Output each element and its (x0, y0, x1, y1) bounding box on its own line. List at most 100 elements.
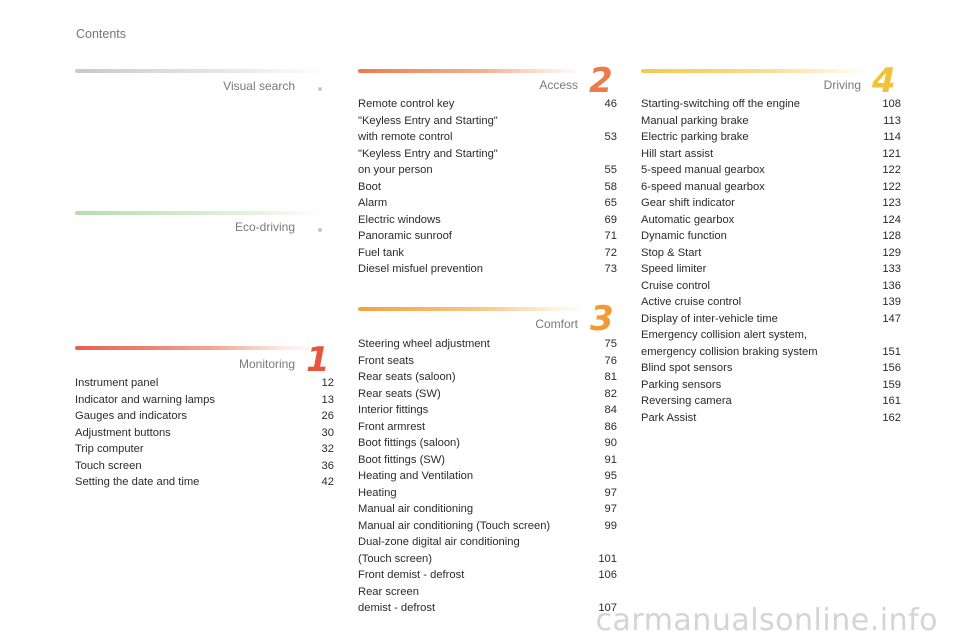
toc-entry-label: Active cruise control (641, 296, 742, 308)
toc-entry[interactable]: "Keyless Entry and Starting" with remote… (358, 113, 617, 146)
toc-entry-label: Setting the date and time (75, 476, 200, 488)
toc-entry[interactable]: Cruise control 136 (641, 278, 901, 295)
toc-entry-label: Park Assist (641, 411, 697, 424)
toc-entry[interactable]: Hill start assist 121 (641, 146, 901, 163)
toc-entry[interactable]: Rear seats (saloon) 81 (358, 369, 617, 386)
toc-entry[interactable]: Gauges and indicators 26 (75, 408, 334, 425)
toc-entry-page: 53 (604, 131, 617, 143)
toc-entry[interactable]: Parking sensors 159 (641, 377, 901, 394)
toc-entry[interactable]: Manual air conditioning 97 (358, 501, 617, 518)
eco-driving-heading[interactable]: Eco-driving (234, 220, 295, 234)
toc-entry[interactable]: Stop & Start 129 (641, 245, 901, 262)
toc-entry[interactable]: Electric parking brake 114 (641, 129, 901, 146)
comfort-heading[interactable]: Comfort (535, 317, 578, 331)
toc-entry-page: 81 (604, 371, 617, 383)
toc-entry-page: 36 (321, 459, 334, 472)
toc-entry-page: 86 (604, 420, 617, 433)
access-list: Remote control key 46 "Keyless Entry and S… (358, 96, 617, 278)
toc-entry[interactable]: Interior fittings 84 (358, 402, 617, 419)
toc-entry-label: Front seats (358, 354, 414, 367)
toc-entry[interactable]: Fuel tank 72 (358, 245, 617, 262)
toc-entry[interactable]: Diesel misfuel prevention 73 (358, 261, 617, 278)
toc-entry[interactable]: Dynamic function 128 (641, 228, 901, 245)
toc-entry[interactable]: Automatic gearbox 124 (641, 212, 901, 229)
toc-entry-page: 95 (604, 470, 617, 482)
toc-entry-label: Gauges and indicators (75, 410, 187, 422)
toc-entry-label: Cruise control (641, 279, 711, 292)
toc-entry-page: 114 (883, 131, 901, 143)
toc-entry-label: Electric windows (358, 213, 441, 226)
toc-entry-label: Boot fittings (SW) (358, 453, 446, 466)
toc-entry-label: Front demist - defrost (358, 569, 465, 581)
toc-entry[interactable]: Electric windows 69 (358, 212, 617, 229)
toc-entry[interactable]: Emergency collision alert system, emerge… (641, 327, 901, 360)
toc-entry[interactable]: Heating and Ventilation 95 (358, 468, 617, 485)
toc-entry-page: 97 (604, 503, 617, 515)
driving-list: Starting-switching off the engine 108 Manu… (641, 96, 901, 426)
toc-entry[interactable]: Front demist - defrost 106 (358, 567, 617, 584)
toc-entry[interactable]: Gear shift indicator 123 (641, 195, 901, 212)
toc-entry[interactable]: Instrument panel 12 (75, 375, 334, 392)
toc-entry-page: 71 (604, 230, 617, 242)
toc-entry[interactable]: Indicator and warning lamps 13 (75, 392, 334, 409)
toc-entry[interactable]: Trip computer 32 (75, 441, 334, 458)
toc-entry-label: Manual air conditioning (Touch screen) (358, 519, 551, 532)
toc-entry-page: 73 (604, 263, 617, 275)
toc-entry[interactable]: Boot 58 (358, 179, 617, 196)
driving-bar (641, 69, 869, 73)
toc-entry-page: 133 (882, 263, 901, 275)
toc-entry[interactable]: Remote control key 46 (358, 96, 617, 113)
monitoring-heading[interactable]: Monitoring (238, 357, 295, 371)
toc-entry[interactable]: 5-speed manual gearbox 122 (641, 162, 901, 179)
toc-entry[interactable]: Rear seats (SW) 82 (358, 386, 617, 403)
toc-entry-page: 72 (604, 246, 617, 259)
toc-entry[interactable]: Adjustment buttons 30 (75, 425, 334, 442)
toc-entry-page: 108 (882, 98, 901, 110)
toc-entry[interactable]: 6-speed manual gearbox 122 (641, 179, 901, 196)
toc-entry-label: Heating and Ventilation (358, 470, 474, 482)
toc-entry[interactable]: Blind spot sensors 156 (641, 360, 901, 377)
driving-heading[interactable]: Driving (823, 78, 861, 92)
toc-entry[interactable]: Manual air conditioning (Touch screen) 99 (358, 518, 617, 535)
toc-entry-page: 162 (882, 411, 901, 424)
toc-entry-page: 26 (321, 410, 334, 422)
toc-entry-page: 151 (882, 345, 901, 358)
visual-search-heading[interactable]: Visual search (223, 79, 295, 93)
toc-entry-label: Indicator and warning lamps (75, 393, 215, 406)
toc-entry-label: Speed limiter (641, 263, 707, 275)
toc-entry[interactable]: Boot fittings (SW) 91 (358, 452, 617, 469)
toc-entry[interactable]: Panoramic sunroof 71 (358, 228, 617, 245)
toc-entry-page: 84 (604, 404, 617, 416)
toc-entry[interactable]: Alarm 65 (358, 195, 617, 212)
toc-entry[interactable]: Front seats 76 (358, 353, 617, 370)
toc-entry[interactable]: Boot fittings (saloon) 90 (358, 435, 617, 452)
toc-entry[interactable]: Active cruise control 139 (641, 294, 901, 311)
toc-entry-page: 65 (604, 197, 617, 209)
toc-entry-label: Reversing camera (641, 395, 732, 407)
toc-entry-page: 121 (882, 147, 901, 160)
toc-entry[interactable]: Heating 97 (358, 485, 617, 502)
access-heading[interactable]: Access (539, 78, 578, 92)
toc-entry[interactable]: Setting the date and time 42 (75, 474, 334, 491)
toc-entry[interactable]: Starting-switching off the engine 108 (641, 96, 901, 113)
toc-entry-label: Rear seats (SW) (358, 387, 441, 400)
toc-entry[interactable]: Steering wheel adjustment 75 (358, 336, 617, 353)
toc-entry[interactable]: Dual-zone digital air conditioning (Touc… (358, 534, 617, 567)
toc-entry-label: Blind spot sensors (641, 362, 733, 374)
toc-entry[interactable]: Reversing camera 161 (641, 393, 901, 410)
toc-entry-label: Panoramic sunroof (358, 230, 452, 242)
toc-entry-page: 107 (598, 602, 617, 614)
toc-entry[interactable]: Manual parking brake 113 (641, 113, 901, 130)
toc-entry[interactable]: Front armrest 86 (358, 419, 617, 436)
toc-entry[interactable]: Touch screen 36 (75, 458, 334, 475)
toc-entry[interactable]: Speed limiter 133 (641, 261, 901, 278)
toc-entry[interactable]: Park Assist 162 (641, 410, 901, 427)
toc-entry-label: Stop & Start (641, 246, 702, 259)
toc-entry[interactable]: Display of inter-vehicle time 147 (641, 311, 901, 328)
toc-entry[interactable]: "Keyless Entry and Starting" on your per… (358, 146, 617, 179)
toc-entry-page: 91 (604, 453, 617, 466)
access-bar (358, 69, 583, 73)
toc-entry[interactable]: Rear screen demist - defrost 107 (358, 584, 617, 617)
toc-entry-label: Automatic gearbox (641, 213, 735, 226)
toc-entry-page: 161 (882, 395, 901, 407)
